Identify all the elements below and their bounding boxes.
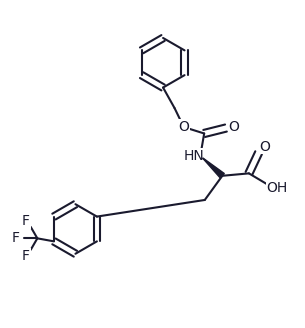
Text: HN: HN bbox=[184, 149, 204, 163]
Text: O: O bbox=[178, 120, 189, 134]
Polygon shape bbox=[203, 158, 224, 178]
Text: F: F bbox=[11, 231, 19, 245]
Text: F: F bbox=[22, 214, 30, 228]
Text: O: O bbox=[259, 140, 270, 154]
Text: O: O bbox=[228, 120, 239, 134]
Text: OH: OH bbox=[267, 181, 288, 195]
Text: F: F bbox=[22, 249, 30, 263]
